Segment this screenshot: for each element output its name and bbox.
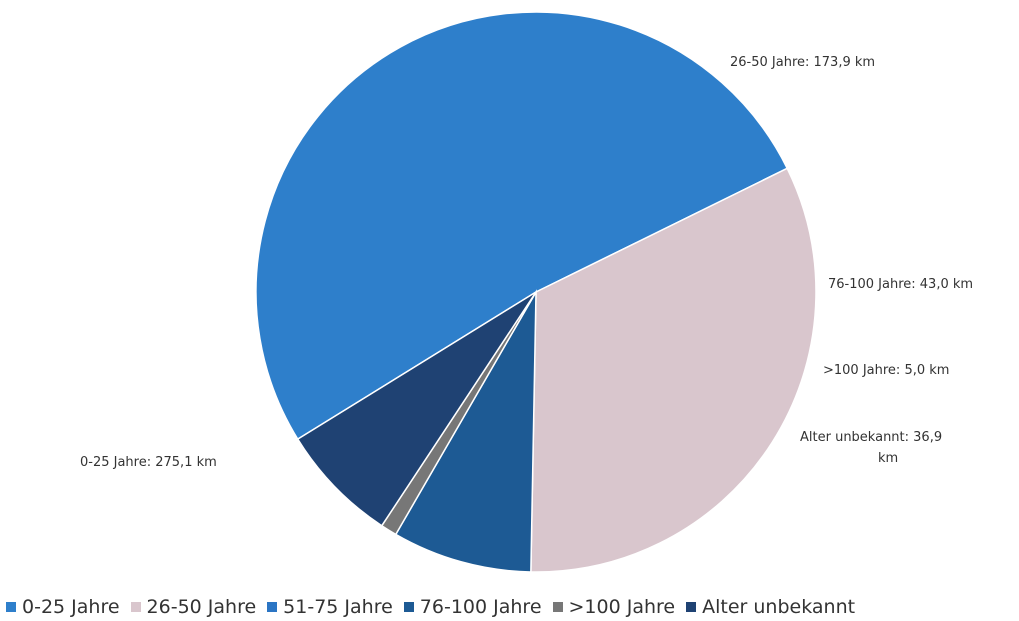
pie-slice-alter-unbekannt	[296, 291, 537, 527]
pie-slice-0-25-jahre	[255, 11, 789, 441]
pie-slice-76-100-jahre	[394, 289, 537, 573]
legend-swatch-26-50-jahre	[130, 602, 141, 612]
legend-swatch-alter-unbekannt	[686, 602, 697, 612]
data-labels: 0-25 Jahre: 275,1 km 26-50 Jahre: 173,9 k…	[80, 55, 973, 470]
pie-chart: 0-25 Jahre: 275,1 km 26-50 Jahre: 173,9 k…	[80, 11, 973, 573]
legend-item-0-25-jahre: 0-25 Jahre	[6, 596, 120, 618]
data-label-26-50-jahre: 26-50 Jahre: 173,9 km	[730, 55, 875, 70]
data-label-alter-unbekannt: Alter unbekannt: 36,9 km	[800, 430, 942, 466]
data-label-0-25-jahre: 0-25 Jahre: 275,1 km	[80, 455, 217, 470]
data-label-76-100-jahre: 76-100 Jahre: 43,0 km	[828, 277, 973, 292]
legend-swatch-100-jahre	[552, 602, 563, 612]
pie-slice-26-50-jahre	[530, 167, 817, 573]
legend-swatch-0-25-jahre	[6, 602, 16, 612]
legend-label-51-75-jahre: 51-75 Jahre	[283, 596, 393, 618]
legend-label-100-jahre: >100 Jahre	[568, 596, 676, 618]
legend: 0-25 Jahre 26-50 Jahre 51-75 Jahre 76-100 J…	[6, 594, 1016, 620]
data-label-100-jahre: >100 Jahre: 5,0 km	[823, 363, 949, 378]
legend-swatch-76-100-jahre	[403, 602, 414, 612]
legend-label-26-50-jahre: 26-50 Jahre	[146, 596, 257, 618]
legend-item-76-100-jahre: 76-100 Jahre	[403, 596, 542, 618]
legend-label-alter-unbekannt: Alter unbekannt	[702, 596, 856, 618]
legend-item-100-jahre: >100 Jahre	[552, 596, 676, 618]
pie-slices	[255, 11, 817, 573]
legend-label-76-100-jahre: 76-100 Jahre	[419, 596, 542, 618]
legend-item-alter-unbekannt: Alter unbekannt	[686, 596, 855, 618]
legend-item-51-75-jahre: 51-75 Jahre	[267, 596, 393, 618]
legend-label-0-25-jahre: 0-25 Jahre	[22, 596, 120, 618]
legend-item-26-50-jahre: 26-50 Jahre	[130, 596, 257, 618]
legend-swatch-51-75-jahre	[267, 602, 278, 612]
